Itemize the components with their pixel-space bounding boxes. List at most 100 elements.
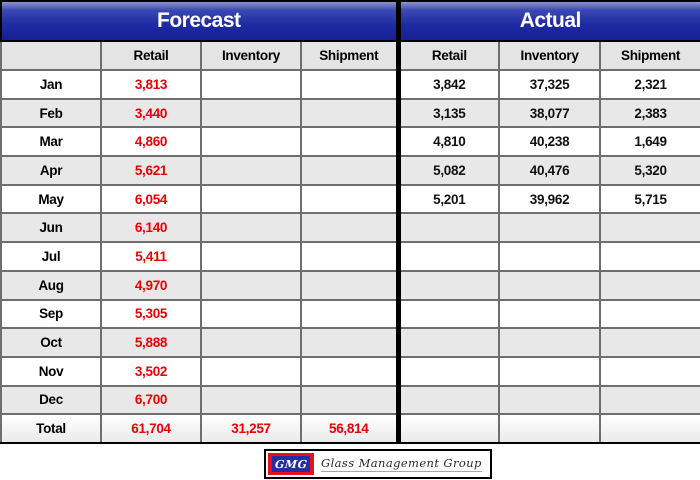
forecast-shipment-cell [299, 241, 400, 272]
forecast-retail-cell: 6,700 [100, 384, 202, 416]
actual-shipment-cell: 2,383 [599, 97, 700, 129]
actual-inventory-header: Inventory [498, 40, 602, 71]
forecast-shipment-cell [299, 384, 400, 416]
forecast-inventory-cell [200, 212, 302, 244]
actual-inventory-cell: 39,962 [498, 183, 602, 215]
table-row: Jun 6,140 [0, 212, 700, 244]
month-label: Mar [0, 126, 102, 158]
table-row: Jul 5,411 [0, 241, 700, 272]
actual-inventory-cell [498, 355, 602, 387]
actual-shipment-cell: 5,715 [599, 183, 700, 215]
table-row: Feb 3,440 3,135 38,077 2,383 [0, 97, 700, 129]
table-row: Dec 6,700 [0, 384, 700, 416]
month-label: Aug [0, 269, 102, 301]
month-label: Feb [0, 97, 102, 129]
forecast-inventory-cell: 31,257 [200, 413, 302, 444]
actual-shipment-cell [599, 269, 700, 301]
forecast-inventory-cell [200, 384, 302, 416]
month-label: Total [0, 413, 102, 444]
actual-retail-cell: 3,842 [395, 69, 501, 100]
table-row: Sep 5,305 [0, 298, 700, 330]
month-label: Sep [0, 298, 102, 330]
forecast-retail-cell: 3,502 [100, 355, 202, 387]
forecast-retail-cell: 5,888 [100, 327, 202, 358]
forecast-inventory-cell [200, 241, 302, 272]
month-label: Nov [0, 355, 102, 387]
forecast-inventory-cell [200, 269, 302, 301]
actual-retail-cell: 3,135 [395, 97, 501, 129]
forecast-shipment-cell [299, 355, 400, 387]
forecast-inventory-cell [200, 183, 302, 215]
forecast-retail-cell: 5,621 [100, 155, 202, 186]
forecast-shipment-cell: 56,814 [299, 413, 400, 444]
row-label-column-header [0, 40, 102, 71]
actual-shipment-cell [599, 298, 700, 330]
forecast-shipment-header: Shipment [299, 40, 400, 71]
month-label: Apr [0, 155, 102, 186]
month-label: Dec [0, 384, 102, 416]
column-header-row: Retail Inventory Shipment Retail Invento… [0, 40, 700, 71]
forecast-inventory-cell [200, 97, 302, 129]
actual-inventory-cell [498, 327, 602, 358]
actual-retail-cell [395, 384, 501, 416]
actual-shipment-cell [599, 241, 700, 272]
actual-shipment-cell: 5,320 [599, 155, 700, 186]
actual-inventory-cell: 40,238 [498, 126, 602, 158]
forecast-inventory-cell [200, 355, 302, 387]
forecast-shipment-cell [299, 327, 400, 358]
forecast-inventory-cell [200, 327, 302, 358]
month-label: Oct [0, 327, 102, 358]
logo-abbreviation: GMG [274, 457, 308, 471]
forecast-inventory-header: Inventory [200, 40, 302, 71]
actual-retail-header: Retail [395, 40, 501, 71]
forecast-inventory-cell [200, 298, 302, 330]
forecast-retail-cell: 3,813 [100, 69, 202, 100]
forecast-inventory-cell [200, 69, 302, 100]
gmg-logo-icon: GMG [268, 453, 314, 475]
forecast-retail-cell: 6,140 [100, 212, 202, 244]
actual-shipment-cell [599, 212, 700, 244]
actual-shipment-cell: 1,649 [599, 126, 700, 158]
forecast-retail-cell: 61,704 [100, 413, 202, 444]
actual-inventory-cell [498, 413, 602, 444]
actual-inventory-cell: 37,325 [498, 69, 602, 100]
forecast-shipment-cell [299, 183, 400, 215]
actual-inventory-cell [498, 269, 602, 301]
forecast-shipment-cell [299, 69, 400, 100]
forecast-retail-cell: 6,054 [100, 183, 202, 215]
forecast-retail-cell: 4,860 [100, 126, 202, 158]
forecast-inventory-cell [200, 126, 302, 158]
forecast-retail-header: Retail [100, 40, 202, 71]
actual-retail-cell [395, 212, 501, 244]
table-row: Jan 3,813 3,842 37,325 2,321 [0, 69, 700, 100]
actual-retail-cell: 5,082 [395, 155, 501, 186]
actual-retail-cell [395, 269, 501, 301]
table-row: Aug 4,970 [0, 269, 700, 301]
actual-retail-cell [395, 298, 501, 330]
actual-shipment-cell [599, 413, 700, 444]
actual-inventory-cell: 38,077 [498, 97, 602, 129]
actual-shipment-header: Shipment [599, 40, 700, 71]
actual-shipment-cell [599, 327, 700, 358]
forecast-retail-cell: 4,970 [100, 269, 202, 301]
actual-inventory-cell [498, 212, 602, 244]
forecast-shipment-cell [299, 126, 400, 158]
forecast-retail-cell: 5,305 [100, 298, 202, 330]
actual-retail-cell: 4,810 [395, 126, 501, 158]
actual-shipment-cell: 2,321 [599, 69, 700, 100]
table-row: May 6,054 5,201 39,962 5,715 [0, 183, 700, 215]
actual-shipment-cell [599, 384, 700, 416]
forecast-shipment-cell [299, 269, 400, 301]
section-title-row: Forecast Actual [0, 0, 700, 42]
table-row: Mar 4,860 4,810 40,238 1,649 [0, 126, 700, 158]
actual-section-title: Actual [395, 0, 700, 42]
actual-retail-cell [395, 355, 501, 387]
forecast-inventory-cell [200, 155, 302, 186]
actual-retail-cell: 5,201 [395, 183, 501, 215]
gmg-logo-inner-box: GMG [272, 456, 310, 472]
actual-retail-cell [395, 327, 501, 358]
forecast-retail-cell: 5,411 [100, 241, 202, 272]
month-label: Jan [0, 69, 102, 100]
actual-inventory-cell [498, 298, 602, 330]
forecast-retail-cell: 3,440 [100, 97, 202, 129]
